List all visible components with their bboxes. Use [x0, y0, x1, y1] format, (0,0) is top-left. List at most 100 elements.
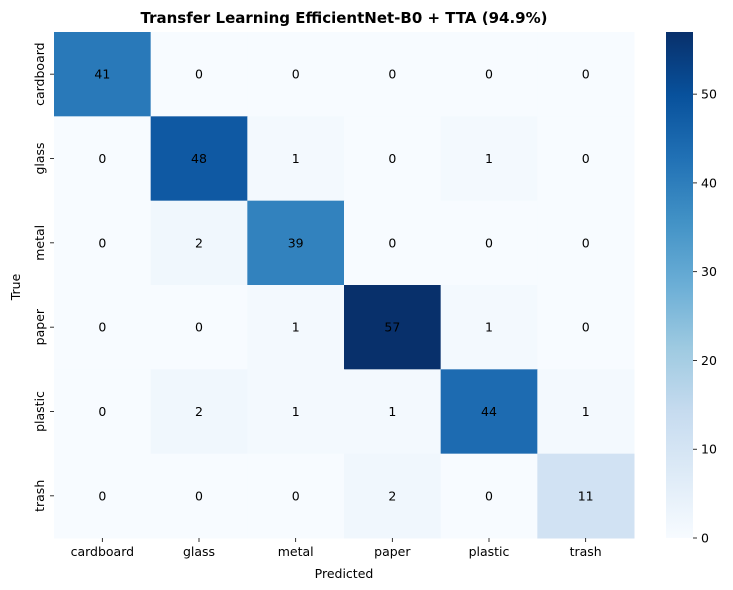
cell-value-label: 57: [384, 320, 400, 335]
cell-value-label: 0: [195, 488, 203, 503]
heatmap-cell: [537, 285, 635, 370]
heatmap-cell: [54, 32, 152, 117]
cell-value-label: 0: [485, 67, 493, 82]
heatmap-cell: [537, 369, 635, 455]
heatmap-cell: [247, 200, 345, 286]
cell-value-label: 1: [292, 320, 300, 335]
y-axis-ticks: cardboard glass metal paper plastic trash: [32, 42, 54, 512]
colorbar-tick-label: 0: [701, 531, 709, 546]
x-tick-label: glass: [183, 544, 215, 559]
colorbar-tick-label: 20: [701, 353, 717, 368]
heatmap-cell: [344, 200, 442, 286]
cell-value-label: 2: [388, 488, 396, 503]
cell-value-label: 0: [195, 67, 203, 82]
heatmap-cell: [54, 453, 152, 539]
heatmap-cell: [344, 453, 442, 539]
colorbar-tick-label: 30: [701, 264, 717, 279]
y-tick-label: plastic: [32, 391, 47, 432]
cell-value-label: 1: [292, 151, 300, 166]
heatmap-cells: [54, 32, 635, 539]
cell-value-label: 0: [98, 404, 106, 419]
colorbar-tick-label: 40: [701, 175, 717, 190]
x-tick-label: trash: [570, 544, 602, 559]
heatmap-cell: [247, 285, 345, 370]
y-tick-label: trash: [32, 480, 47, 512]
heatmap-cell: [247, 369, 345, 455]
cell-value-label: 1: [485, 320, 493, 335]
heatmap-cell: [54, 200, 152, 286]
heatmap-cell: [150, 285, 248, 370]
cell-value-label: 0: [582, 235, 590, 250]
cell-value-label: 1: [582, 404, 590, 419]
heatmap-cell: [440, 453, 538, 539]
heatmap-cell: [247, 116, 345, 202]
cell-value-label: 0: [388, 235, 396, 250]
cell-annotations: 41 0 0 0 0 00 48 1 0 1 00 2 39 0 0 00 0 1 57 1 00 2 1 1 44 10 0 0 2 0…: [94, 67, 593, 504]
cell-value-label: 11: [578, 488, 594, 503]
heatmap-cell: [344, 32, 442, 117]
x-axis-label: Predicted: [315, 566, 374, 581]
heatmap-cell: [150, 453, 248, 539]
heatmap-cell: [440, 369, 538, 455]
cell-value-label: 1: [388, 404, 396, 419]
y-tick-label: glass: [32, 142, 47, 174]
cell-value-label: 0: [98, 488, 106, 503]
cell-value-label: 0: [582, 67, 590, 82]
cell-value-label: 0: [292, 488, 300, 503]
cell-value-label: 0: [292, 67, 300, 82]
cell-value-label: 0: [98, 320, 106, 335]
heatmap-cell: [150, 369, 248, 455]
y-tick-label: cardboard: [32, 42, 47, 105]
heatmap-cell: [440, 285, 538, 370]
heatmap-cell: [440, 32, 538, 117]
cell-value-label: 0: [98, 235, 106, 250]
heatmap-cell: [54, 285, 152, 370]
y-axis-label: True: [8, 273, 23, 301]
cell-value-label: 0: [485, 235, 493, 250]
heatmap-cell: [54, 116, 152, 202]
y-tick-label: paper: [32, 308, 47, 345]
x-axis-ticks: cardboard glass metal paper plastic trash: [71, 538, 602, 559]
x-tick-label: metal: [278, 544, 314, 559]
cell-value-label: 2: [195, 404, 203, 419]
cell-value-label: 41: [94, 67, 110, 82]
heatmap-cell: [247, 32, 345, 117]
x-tick-label: cardboard: [71, 544, 134, 559]
x-tick-label: plastic: [469, 544, 510, 559]
heatmap-cell: [344, 369, 442, 455]
x-tick-label: paper: [374, 544, 411, 559]
heatmap-cell: [150, 116, 248, 202]
heatmap-cell: [440, 200, 538, 286]
heatmap-cell: [440, 116, 538, 202]
heatmap-cell: [344, 285, 442, 370]
heatmap-cell: [247, 453, 345, 539]
heatmap-cell: [150, 32, 248, 117]
cell-value-label: 2: [195, 235, 203, 250]
cell-value-label: 1: [292, 404, 300, 419]
chart-title: Transfer Learning EfficientNet-B0 + TTA …: [141, 9, 548, 27]
heatmap-cell: [537, 453, 635, 539]
cell-value-label: 0: [195, 320, 203, 335]
cell-value-label: 44: [481, 404, 497, 419]
cell-value-label: 0: [582, 151, 590, 166]
cell-value-label: 0: [98, 151, 106, 166]
colorbar-tick-label: 10: [701, 442, 717, 457]
cell-value-label: 1: [485, 151, 493, 166]
cell-value-label: 0: [485, 488, 493, 503]
heatmap-cell: [150, 200, 248, 286]
cell-value-label: 0: [388, 67, 396, 82]
y-tick-label: metal: [32, 225, 47, 261]
heatmap-cell: [537, 200, 635, 286]
cell-value-label: 39: [288, 235, 304, 250]
cell-value-label: 0: [582, 320, 590, 335]
colorbar: 0 10 20 30 40 50: [666, 32, 717, 546]
colorbar-tick-label: 50: [701, 87, 717, 102]
colorbar-gradient: [666, 32, 693, 538]
cell-value-label: 48: [191, 151, 207, 166]
heatmap-cell: [537, 32, 635, 117]
heatmap-cell: [54, 369, 152, 455]
cell-value-label: 0: [388, 151, 396, 166]
heatmap-cell: [344, 116, 442, 202]
